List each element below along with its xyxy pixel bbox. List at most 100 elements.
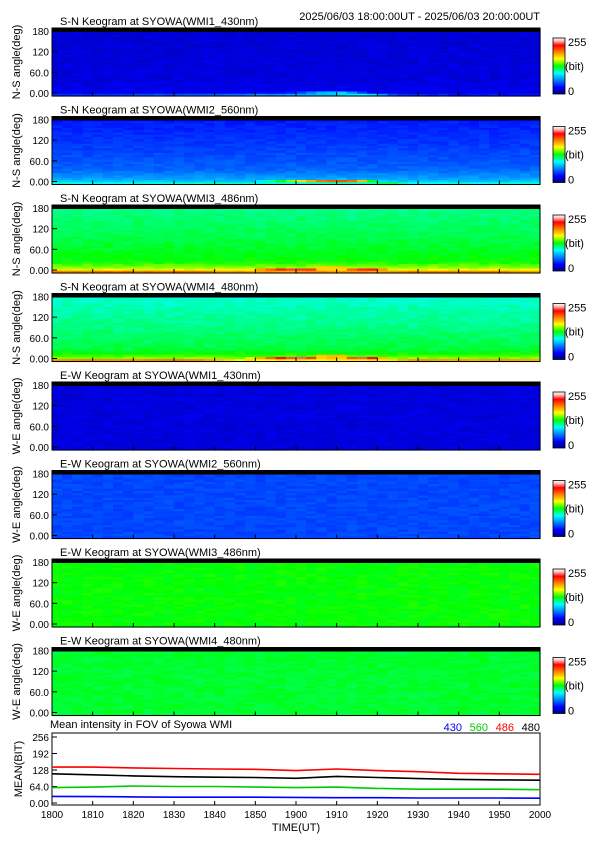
heatmap-cell bbox=[255, 62, 267, 65]
heatmap-cell bbox=[235, 84, 246, 88]
heatmap-cell bbox=[245, 66, 256, 70]
heatmap-cell bbox=[113, 175, 124, 179]
heatmap-cell bbox=[387, 50, 399, 54]
heatmap-cell bbox=[265, 52, 277, 56]
heatmap-cell bbox=[52, 166, 63, 170]
heatmap-cell bbox=[184, 64, 195, 68]
heatmap-cell bbox=[174, 55, 185, 59]
heatmap-cell bbox=[377, 71, 389, 74]
heatmap-cell bbox=[62, 41, 73, 45]
heatmap-cell bbox=[377, 62, 389, 65]
heatmap-cell bbox=[102, 123, 114, 127]
heatmap-cell bbox=[489, 73, 500, 77]
heatmap-cell bbox=[336, 89, 348, 93]
heatmap-cell bbox=[519, 55, 531, 59]
heatmap-cell bbox=[214, 39, 226, 43]
heatmap-cell bbox=[62, 46, 73, 49]
heatmap-cell bbox=[72, 134, 84, 138]
heatmap-cell bbox=[133, 46, 145, 49]
heatmap-cell bbox=[204, 32, 216, 36]
heatmap-cell bbox=[52, 50, 63, 54]
heatmap-cell bbox=[265, 82, 277, 86]
heatmap-cell bbox=[458, 75, 470, 79]
heatmap-cell bbox=[316, 62, 328, 65]
heatmap-cell bbox=[204, 152, 216, 156]
heatmap-cell bbox=[306, 73, 317, 77]
heatmap-cell bbox=[102, 82, 114, 86]
heatmap-cell bbox=[296, 68, 307, 72]
heatmap-cell bbox=[296, 50, 307, 54]
heatmap-cell bbox=[92, 132, 104, 136]
heatmap-cell bbox=[397, 64, 409, 68]
heatmap-cell bbox=[377, 41, 389, 45]
heatmap-cell bbox=[174, 130, 185, 133]
heatmap-cell bbox=[214, 32, 226, 36]
heatmap-cell bbox=[407, 73, 419, 77]
heatmap-cell bbox=[326, 73, 338, 77]
heatmap-cell bbox=[499, 75, 511, 79]
heatmap-cell bbox=[438, 57, 450, 61]
heatmap-cell bbox=[143, 93, 155, 97]
heatmap-cell bbox=[113, 170, 124, 174]
heatmap-cell bbox=[153, 152, 165, 156]
heatmap-cell bbox=[428, 89, 439, 93]
heatmap-cell bbox=[275, 66, 287, 70]
heatmap-cell bbox=[52, 93, 63, 97]
heatmap-cell bbox=[235, 80, 246, 83]
heatmap-cell bbox=[519, 66, 531, 70]
heatmap-cell bbox=[235, 91, 246, 95]
heatmap-cell bbox=[174, 62, 185, 65]
heatmap-cell bbox=[499, 91, 511, 95]
heatmap-cell bbox=[194, 57, 206, 61]
heatmap-cell bbox=[285, 75, 297, 79]
y-axis-label: N-S angle(deg) bbox=[11, 25, 23, 100]
heatmap-cell bbox=[275, 55, 287, 59]
heatmap-cell bbox=[479, 80, 490, 83]
heatmap-cell bbox=[306, 64, 317, 68]
heatmap-cell bbox=[214, 132, 226, 136]
heatmap-cell bbox=[224, 86, 236, 90]
heatmap-cell bbox=[204, 166, 216, 170]
heatmap-cell bbox=[265, 62, 277, 65]
heatmap-cell bbox=[174, 66, 185, 70]
heatmap-cell bbox=[113, 157, 124, 161]
heatmap-cell bbox=[82, 86, 94, 90]
heatmap-cell bbox=[448, 73, 460, 77]
heatmap-cell bbox=[367, 80, 378, 83]
heatmap-cell bbox=[397, 32, 409, 36]
heatmap-cell bbox=[357, 48, 368, 52]
heatmap-cell bbox=[346, 75, 358, 79]
heatmap-cell bbox=[133, 66, 145, 70]
heatmap-cell bbox=[235, 62, 246, 65]
heatmap-cell bbox=[92, 179, 104, 183]
heatmap-cell bbox=[367, 93, 378, 97]
heatmap-cell bbox=[163, 82, 175, 86]
heatmap-cell bbox=[153, 57, 165, 61]
heatmap-cell bbox=[133, 179, 145, 183]
heatmap-cell bbox=[184, 71, 195, 74]
heatmap-cell bbox=[458, 55, 470, 59]
heatmap-cell bbox=[72, 161, 84, 165]
colorbar-unit-label: (bit) bbox=[565, 238, 584, 250]
heatmap-cell bbox=[214, 71, 226, 74]
heatmap-cell bbox=[265, 37, 277, 40]
heatmap-cell bbox=[377, 43, 389, 47]
y-tick-label: 120 bbox=[32, 48, 49, 59]
heatmap-cell bbox=[468, 52, 480, 56]
heatmap-cell bbox=[235, 32, 246, 36]
heatmap-cell bbox=[52, 68, 63, 72]
heatmap-cell bbox=[113, 145, 124, 149]
heatmap-cell bbox=[194, 145, 206, 149]
heatmap-cell bbox=[204, 182, 216, 186]
heatmap-cell bbox=[245, 55, 256, 59]
heatmap-cell bbox=[92, 93, 104, 97]
heatmap-cell bbox=[438, 89, 450, 93]
heatmap-cell bbox=[224, 48, 236, 52]
heatmap-cell bbox=[52, 39, 63, 43]
heatmap-cell bbox=[387, 80, 399, 83]
heatmap-cell bbox=[123, 73, 134, 77]
heatmap-cell bbox=[367, 82, 378, 86]
heatmap-cell bbox=[367, 68, 378, 72]
heatmap-cell bbox=[265, 91, 277, 95]
heatmap-cell bbox=[499, 73, 511, 77]
